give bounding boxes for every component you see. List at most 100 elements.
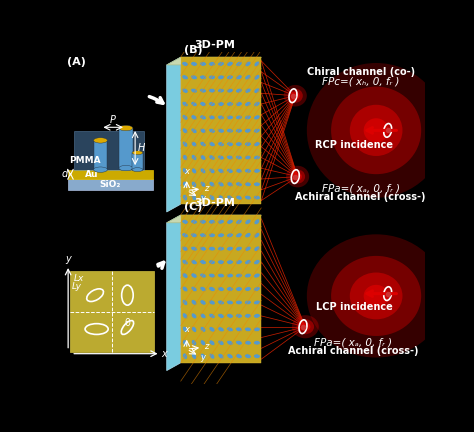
Ellipse shape	[209, 246, 215, 251]
Ellipse shape	[209, 102, 215, 106]
Ellipse shape	[227, 89, 233, 93]
Polygon shape	[167, 215, 261, 223]
Polygon shape	[181, 57, 261, 204]
Ellipse shape	[254, 246, 260, 251]
Ellipse shape	[218, 115, 224, 120]
Polygon shape	[70, 271, 155, 352]
Polygon shape	[167, 57, 181, 212]
Ellipse shape	[291, 92, 300, 100]
Text: d: d	[62, 169, 68, 179]
Polygon shape	[167, 215, 181, 371]
Ellipse shape	[182, 194, 187, 201]
Polygon shape	[68, 170, 153, 179]
Text: (C): (C)	[183, 203, 202, 213]
Ellipse shape	[182, 88, 188, 93]
Ellipse shape	[218, 75, 224, 79]
Ellipse shape	[288, 89, 303, 103]
Ellipse shape	[236, 128, 242, 133]
Ellipse shape	[191, 141, 197, 147]
Ellipse shape	[200, 219, 206, 224]
Ellipse shape	[300, 322, 310, 331]
Ellipse shape	[209, 219, 215, 224]
Ellipse shape	[254, 354, 260, 359]
Ellipse shape	[218, 287, 224, 291]
Ellipse shape	[245, 233, 251, 238]
Ellipse shape	[182, 233, 188, 238]
Ellipse shape	[364, 118, 389, 143]
Ellipse shape	[200, 168, 206, 174]
Ellipse shape	[209, 300, 215, 305]
Ellipse shape	[191, 353, 197, 359]
Ellipse shape	[182, 155, 188, 161]
Ellipse shape	[236, 88, 242, 93]
Ellipse shape	[254, 340, 260, 345]
Ellipse shape	[218, 246, 224, 251]
Ellipse shape	[200, 260, 206, 264]
Ellipse shape	[218, 128, 224, 133]
Ellipse shape	[209, 75, 215, 79]
Ellipse shape	[290, 170, 305, 184]
Ellipse shape	[236, 246, 242, 251]
Ellipse shape	[227, 287, 233, 291]
Text: Lx: Lx	[73, 273, 84, 283]
Ellipse shape	[245, 314, 251, 318]
Text: Au: Au	[84, 170, 98, 179]
Text: RCP incidence: RCP incidence	[315, 140, 393, 149]
Ellipse shape	[331, 86, 421, 174]
Ellipse shape	[245, 354, 251, 359]
Ellipse shape	[182, 128, 188, 133]
Ellipse shape	[209, 115, 215, 120]
Ellipse shape	[236, 219, 242, 224]
Ellipse shape	[236, 354, 242, 359]
Ellipse shape	[209, 273, 215, 278]
Ellipse shape	[227, 195, 233, 200]
Ellipse shape	[236, 168, 242, 173]
Ellipse shape	[200, 286, 206, 292]
Ellipse shape	[182, 273, 188, 278]
Ellipse shape	[200, 181, 206, 187]
Ellipse shape	[254, 327, 260, 332]
Ellipse shape	[227, 155, 233, 160]
Ellipse shape	[209, 327, 215, 332]
Ellipse shape	[254, 88, 260, 93]
Ellipse shape	[254, 232, 260, 238]
Ellipse shape	[218, 327, 224, 332]
Text: x: x	[184, 167, 189, 176]
Ellipse shape	[236, 195, 242, 200]
Ellipse shape	[245, 195, 251, 200]
Ellipse shape	[191, 246, 197, 251]
Ellipse shape	[218, 300, 224, 305]
Ellipse shape	[218, 155, 224, 160]
Ellipse shape	[227, 340, 233, 345]
Ellipse shape	[191, 75, 197, 79]
Ellipse shape	[191, 102, 197, 107]
Ellipse shape	[218, 314, 224, 318]
Ellipse shape	[182, 219, 188, 224]
Ellipse shape	[236, 273, 242, 278]
Text: LCP incidence: LCP incidence	[316, 302, 393, 312]
Ellipse shape	[236, 314, 242, 318]
Ellipse shape	[245, 115, 251, 120]
Ellipse shape	[200, 233, 206, 238]
Ellipse shape	[191, 88, 197, 93]
Ellipse shape	[191, 300, 197, 305]
Text: FPc=( xₕ, 0, fᵣ ): FPc=( xₕ, 0, fᵣ )	[322, 76, 400, 86]
Ellipse shape	[254, 75, 260, 80]
Text: y: y	[65, 254, 71, 264]
Ellipse shape	[182, 326, 188, 333]
Ellipse shape	[254, 273, 260, 278]
Ellipse shape	[236, 182, 242, 187]
Text: (A): (A)	[66, 57, 85, 67]
Ellipse shape	[254, 219, 260, 225]
Ellipse shape	[245, 327, 251, 332]
Ellipse shape	[245, 273, 251, 278]
Ellipse shape	[218, 195, 224, 200]
Text: Achiral channel (cross-): Achiral channel (cross-)	[288, 346, 418, 356]
Ellipse shape	[292, 315, 319, 338]
Ellipse shape	[200, 75, 206, 79]
Ellipse shape	[191, 168, 197, 174]
Ellipse shape	[245, 88, 251, 93]
Ellipse shape	[254, 300, 260, 305]
Polygon shape	[132, 152, 143, 170]
Polygon shape	[181, 215, 261, 363]
